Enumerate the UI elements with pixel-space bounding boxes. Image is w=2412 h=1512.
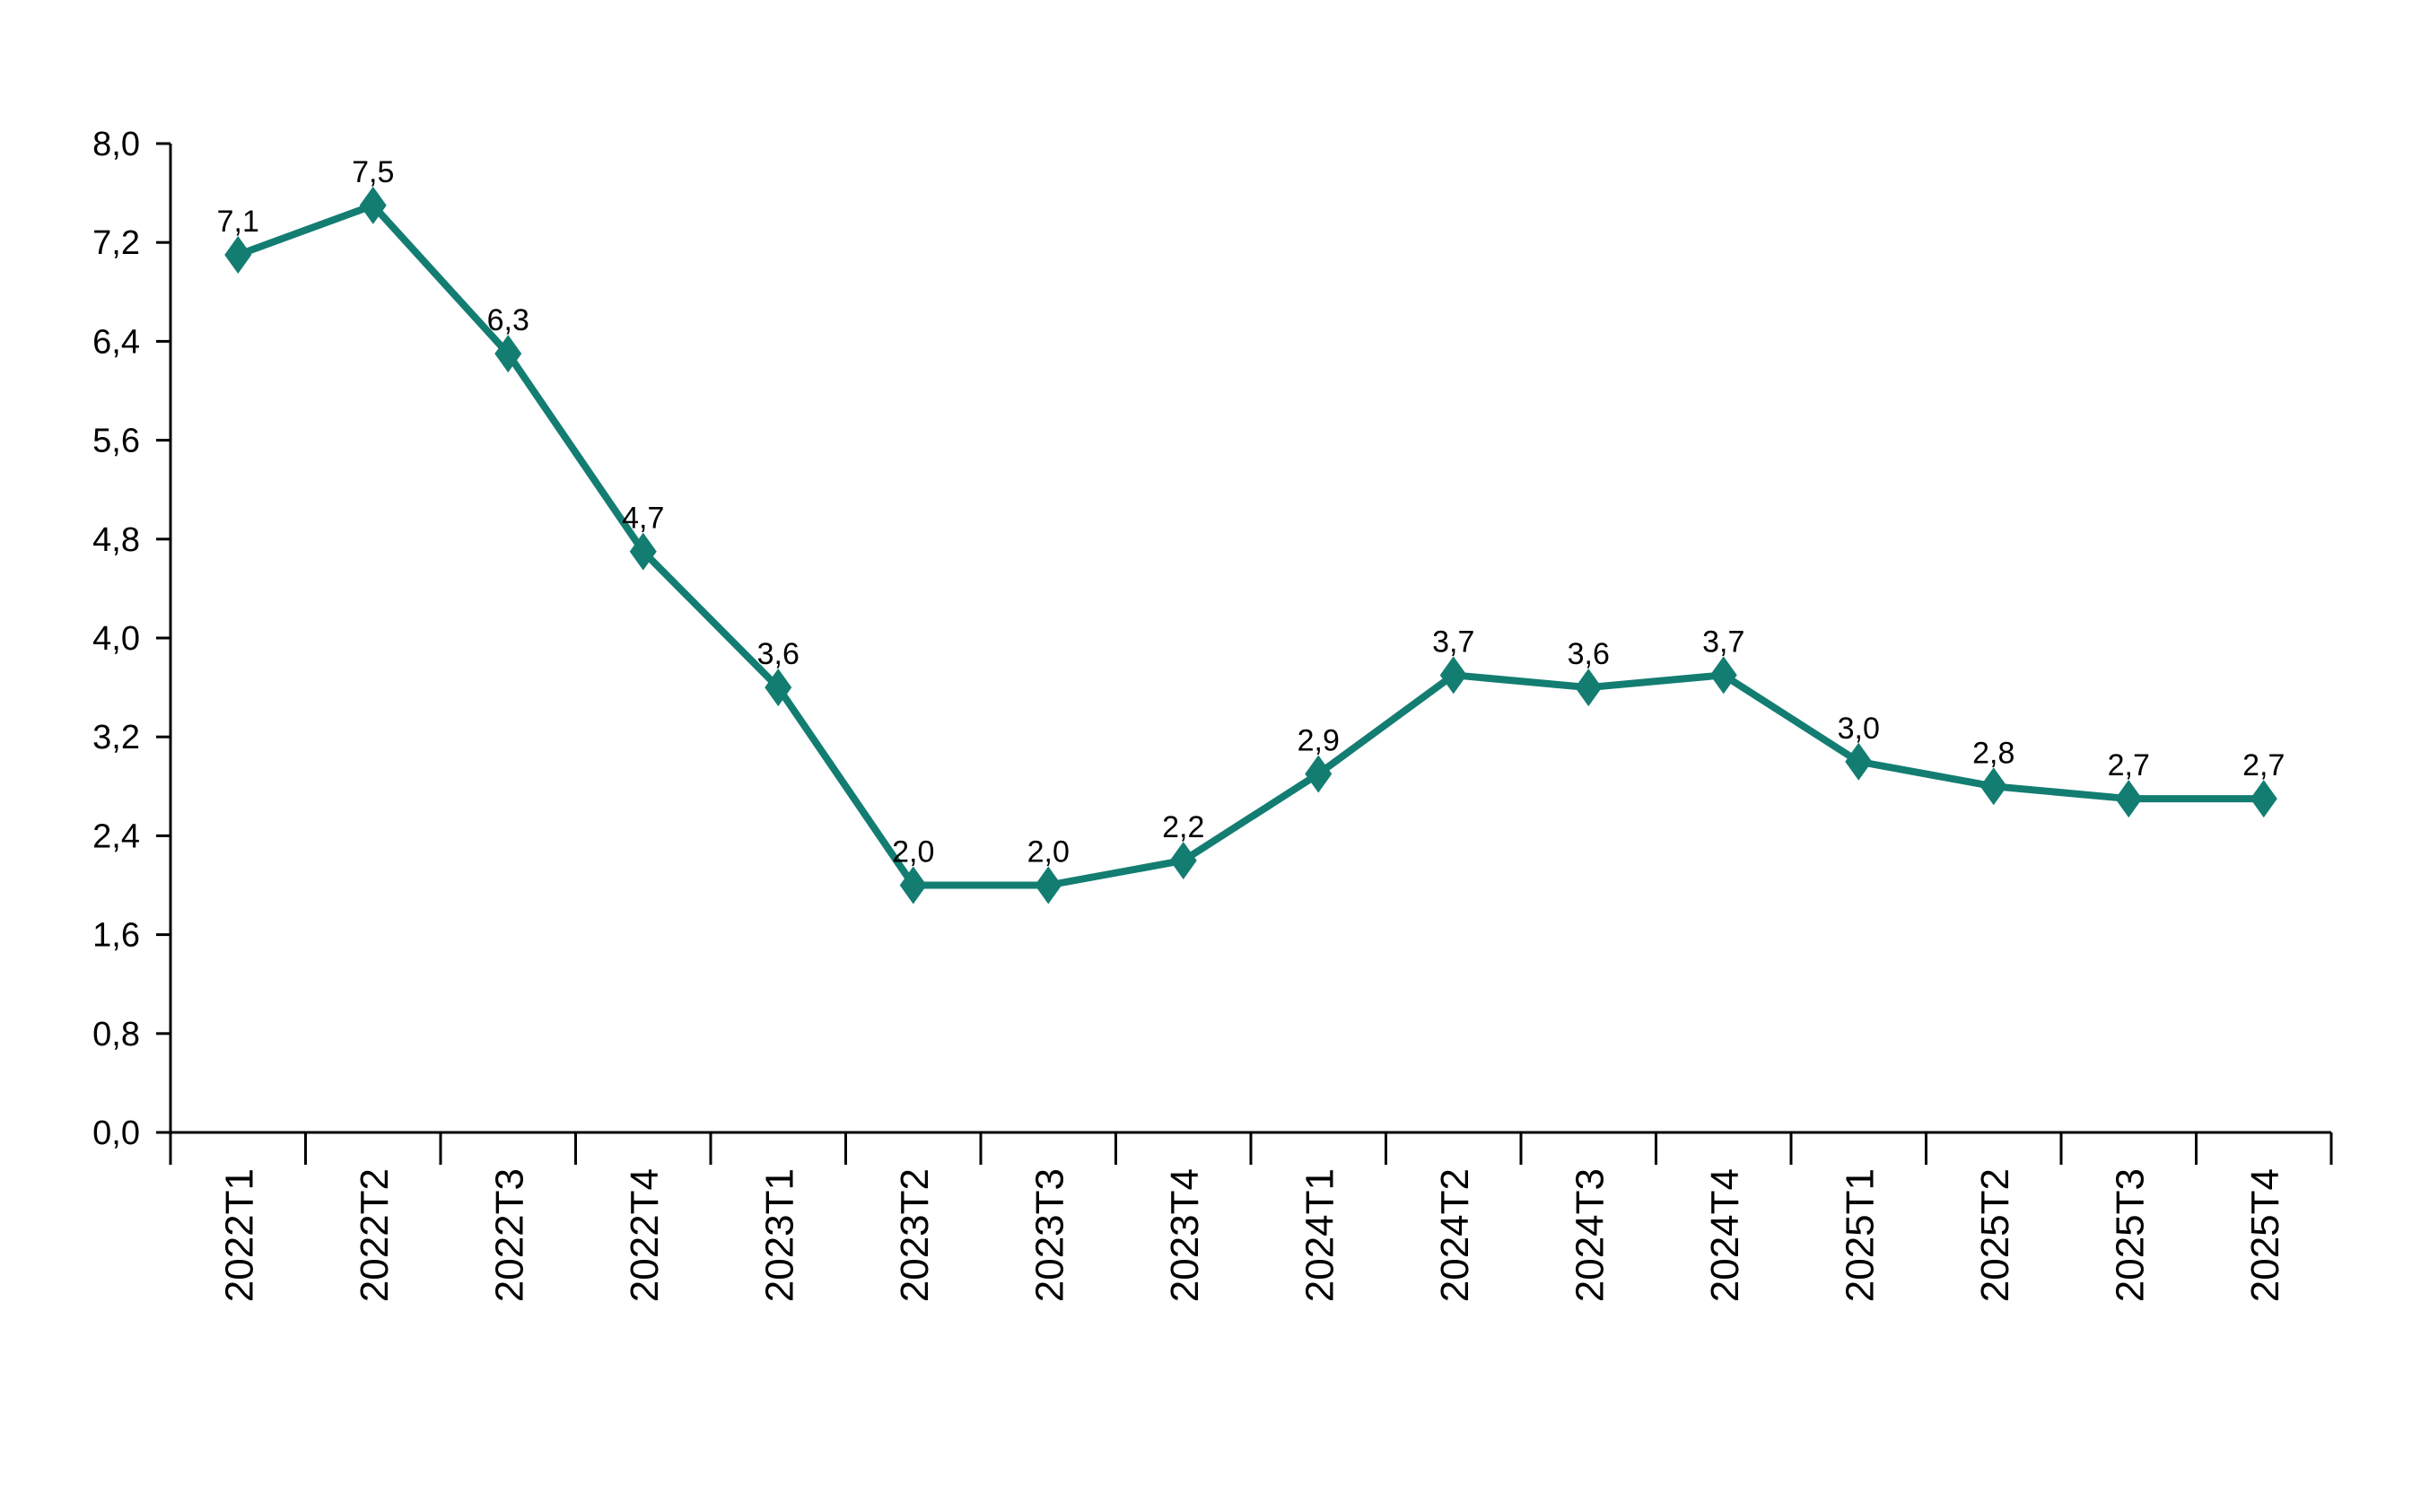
x-tick-label: 2022T2 — [353, 1168, 397, 1302]
y-tick-label: 0,0 — [92, 1114, 140, 1152]
data-point-marker — [359, 186, 387, 224]
x-tick-label: 2025T1 — [1838, 1168, 1882, 1302]
x-tick-label: 2023T4 — [1163, 1168, 1207, 1302]
data-point-marker — [1305, 755, 1333, 793]
data-point-marker — [2250, 780, 2277, 818]
y-axis: 0,0 0,8 1,6 2,4 3,2 4,0 4,8 5,6 6,4 7,2 8,0 — [92, 126, 172, 1152]
y-tick-label: 6,4 — [92, 323, 140, 361]
data-point-marker — [1979, 767, 2007, 806]
x-tick-label: 2024T3 — [1568, 1168, 1612, 1302]
x-tick-label: 2022T1 — [217, 1168, 261, 1302]
data-label: 2,0 — [892, 835, 934, 870]
data-label: 3,7 — [1702, 625, 1744, 659]
data-point-marker — [899, 866, 927, 905]
data-label: 2,2 — [1162, 810, 1204, 844]
x-tick-label: 2022T3 — [487, 1168, 531, 1302]
y-tick-label: 2,4 — [92, 817, 140, 855]
x-tick-label: 2025T3 — [2108, 1168, 2152, 1302]
y-tick-label: 5,6 — [92, 423, 140, 460]
data-label: 4,7 — [622, 502, 664, 536]
x-tick-label: 2022T4 — [623, 1168, 667, 1302]
y-tick-label: 8,0 — [92, 126, 140, 163]
x-tick-label: 2023T2 — [893, 1168, 937, 1302]
x-axis: 2022T1 2022T2 2022T3 2022T4 2023T1 2023T2 2023… — [169, 1131, 2333, 1302]
data-label: 3,6 — [757, 637, 800, 671]
y-tick-label: 4,8 — [92, 521, 140, 559]
data-label: 2,7 — [2242, 748, 2285, 782]
y-tick-label: 0,8 — [92, 1016, 140, 1053]
data-point-marker — [1035, 866, 1062, 905]
y-tick-label: 4,0 — [92, 620, 140, 658]
x-tick-label: 2024T4 — [1703, 1168, 1747, 1302]
data-point-marker — [1169, 841, 1197, 879]
x-tick-label: 2023T1 — [757, 1168, 801, 1302]
data-labels: 7,1 7,5 6,3 4,7 3,6 2,0 2,0 2,2 2,9 3,7 3,6 3,7 3,0 2… — [217, 155, 2285, 870]
x-tick-label: 2023T3 — [1027, 1168, 1071, 1302]
data-label: 6,3 — [487, 303, 529, 337]
data-label: 2,8 — [1972, 736, 2014, 770]
y-tick-label: 1,6 — [92, 917, 140, 955]
data-point-marker — [2115, 780, 2143, 818]
data-point-marker — [1709, 656, 1737, 695]
data-label: 3,7 — [1432, 625, 1474, 659]
x-tick-label: 2025T2 — [1973, 1168, 2017, 1302]
y-tick-label: 3,2 — [92, 719, 140, 756]
x-tick-label: 2024T1 — [1298, 1168, 1341, 1302]
data-label: 7,1 — [217, 205, 259, 239]
data-point-marker — [494, 335, 522, 373]
data-label: 2,7 — [2108, 748, 2150, 782]
data-label: 7,5 — [352, 155, 394, 189]
data-label: 3,0 — [1838, 712, 1880, 746]
series-line — [234, 201, 2268, 889]
data-label: 2,9 — [1298, 724, 1340, 758]
data-point-marker — [224, 235, 252, 274]
data-point-marker — [629, 532, 657, 571]
y-tick-label: 7,2 — [92, 224, 140, 262]
series-group — [224, 186, 2277, 905]
x-tick-label: 2025T4 — [2243, 1168, 2287, 1302]
data-point-marker — [765, 669, 792, 707]
data-label: 3,6 — [1568, 637, 1610, 671]
data-point-marker — [1845, 742, 1873, 781]
x-tick-label: 2024T2 — [1433, 1168, 1477, 1302]
data-point-marker — [1575, 669, 1603, 707]
data-point-marker — [1439, 656, 1467, 695]
data-label: 2,0 — [1027, 835, 1070, 870]
